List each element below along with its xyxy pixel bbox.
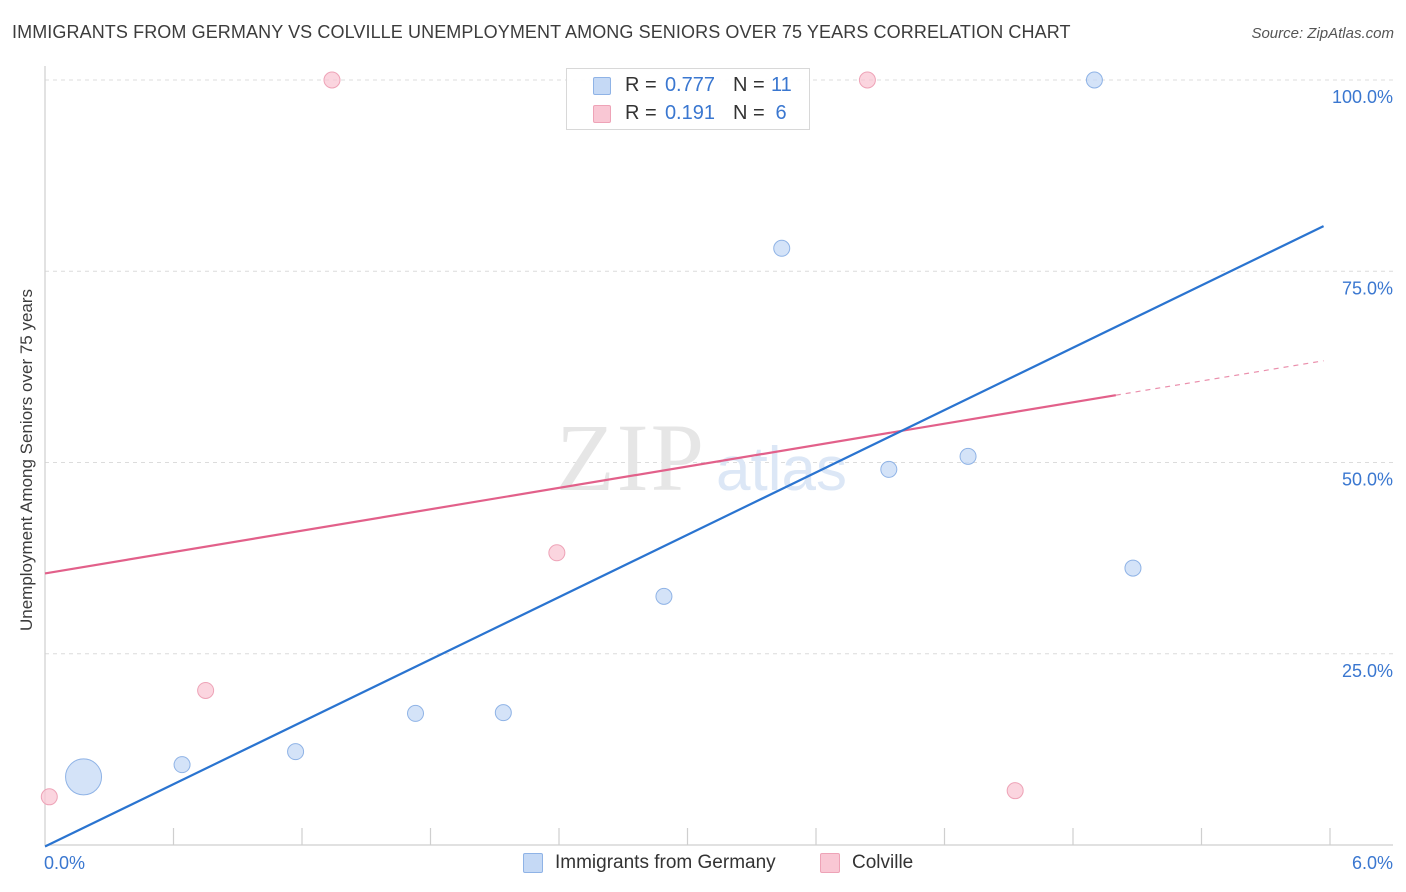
data-point-colville xyxy=(40,788,58,806)
watermark-atlas: atlas xyxy=(716,435,847,504)
legend-swatch-blue xyxy=(593,77,611,95)
trend-line-colville-extension xyxy=(1115,360,1324,396)
data-point-germany xyxy=(65,758,103,796)
data-point-germany xyxy=(494,704,512,722)
data-point-germany xyxy=(1124,559,1142,577)
data-point-colville xyxy=(1006,782,1024,800)
data-point-colville xyxy=(548,544,566,562)
y-axis-label-wrap: Unemployment Among Seniors over 75 years xyxy=(14,160,40,760)
series-label-colville: Colville xyxy=(852,852,914,873)
legend-swatch-pink xyxy=(593,105,611,123)
data-points xyxy=(40,71,1142,806)
legend-n-label: N = xyxy=(733,102,765,124)
data-point-germany xyxy=(959,447,977,465)
data-point-germany xyxy=(773,239,791,257)
data-point-colville xyxy=(323,71,341,89)
legend-r-label: R = xyxy=(625,74,657,96)
legend-n-value: 6 xyxy=(775,102,787,124)
series-swatch-blue xyxy=(523,853,543,873)
x-ticks xyxy=(172,828,1331,845)
legend-r-value: 0.191 xyxy=(664,102,715,124)
y-tick-label: 50.0% xyxy=(1342,470,1393,490)
y-tick-label: 100.0% xyxy=(1332,87,1393,107)
chart-title: IMMIGRANTS FROM GERMANY VS COLVILLE UNEM… xyxy=(12,22,1071,42)
y-tick-labels: 25.0% 50.0% 75.0% 100.0% xyxy=(1332,87,1393,681)
legend-row-germany: R = 0.777 N = 11 xyxy=(567,73,809,99)
data-point-germany xyxy=(173,756,191,774)
legend-r-label: R = xyxy=(625,102,657,124)
trend-line-germany xyxy=(44,225,1325,848)
axes xyxy=(44,66,1393,846)
legend-n-label: N = xyxy=(733,74,765,96)
source-credit: Source: ZipAtlas.com xyxy=(1251,25,1394,42)
trend-lines xyxy=(44,225,1325,848)
data-point-colville xyxy=(197,681,215,699)
stats-legend: R = 0.777 N = 11 R = 0.191 N = 6 xyxy=(566,68,810,130)
x-tick-label-max: 6.0% xyxy=(1352,853,1393,873)
y-axis-label: Unemployment Among Seniors over 75 years xyxy=(17,288,36,632)
data-point-germany xyxy=(407,704,425,722)
legend-r-value: 0.777 xyxy=(664,74,715,96)
y-tick-label: 75.0% xyxy=(1342,278,1393,298)
series-label-germany: Immigrants from Germany xyxy=(555,852,776,873)
watermark: ZIP atlas xyxy=(556,404,847,511)
data-point-germany xyxy=(655,587,673,605)
legend-n-value: 11 xyxy=(771,74,792,96)
data-point-germany xyxy=(880,460,898,478)
watermark-zip: ZIP xyxy=(556,404,706,511)
data-point-colville xyxy=(858,71,876,89)
y-tick-label: 25.0% xyxy=(1342,661,1393,681)
data-point-germany xyxy=(287,743,305,761)
legend-row-colville: R = 0.191 N = 6 xyxy=(567,101,809,127)
x-tick-label-min: 0.0% xyxy=(44,853,85,873)
grid-lines xyxy=(45,79,1393,655)
series-swatch-pink xyxy=(820,853,840,873)
data-point-germany xyxy=(1085,71,1103,89)
trend-line-colville xyxy=(44,394,1117,575)
